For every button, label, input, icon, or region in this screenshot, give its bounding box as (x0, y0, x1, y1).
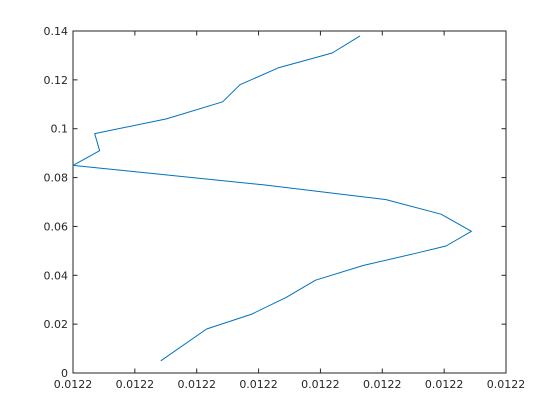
x-axis: 0.0122 0.0122 0.0122 0.0122 0.0122 0.0122 0.01… (54, 31, 526, 391)
plot-area (72, 30, 507, 374)
y-tick-label: 0.06 (44, 220, 69, 233)
x-tick-label: 0.0122 (177, 378, 216, 391)
y-axis: 0 0.02 0.04 0.06 0.08 0.1 0.12 0.14 (44, 25, 506, 380)
y-tick-label: 0.14 (44, 25, 69, 38)
x-tick-label: 0.0122 (487, 378, 526, 391)
x-tick-label: 0.0122 (239, 378, 278, 391)
x-tick-label: 0.0122 (301, 378, 340, 391)
y-tick-label: 0.04 (44, 269, 69, 282)
y-tick-label: 0.1 (51, 123, 69, 136)
x-tick-label: 0.0122 (116, 378, 155, 391)
y-tick-label: 0 (61, 367, 68, 380)
y-tick-label: 0.12 (44, 74, 69, 87)
x-tick-label: 0.0122 (425, 378, 464, 391)
x-tick-label: 0.0122 (363, 378, 402, 391)
axes-box (72, 30, 507, 374)
series-layer (72, 35, 472, 362)
series-line (72, 35, 472, 362)
y-tick-label: 0.08 (44, 172, 69, 185)
y-tick-label: 0.02 (44, 318, 69, 331)
x-tick-label: 0.0122 (54, 378, 93, 391)
